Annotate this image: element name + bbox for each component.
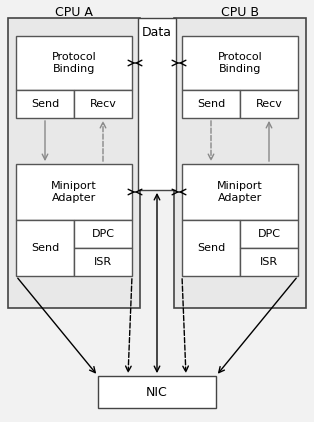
Text: DPC: DPC (257, 229, 280, 239)
Text: NIC: NIC (146, 386, 168, 398)
Bar (98, 376, 216, 408)
Text: Miniport
Adapter: Miniport Adapter (51, 181, 97, 203)
Text: Miniport
Adapter: Miniport Adapter (217, 181, 263, 203)
Bar (182, 164, 298, 220)
Bar (16, 164, 132, 220)
Text: Send: Send (31, 99, 59, 109)
Bar (8, 18, 140, 308)
Bar (16, 36, 132, 90)
Text: ISR: ISR (94, 257, 112, 267)
Bar (16, 90, 74, 118)
Text: Send: Send (31, 243, 59, 253)
Text: Data: Data (142, 25, 172, 38)
Text: CPU B: CPU B (221, 5, 259, 19)
Bar (138, 18, 176, 190)
Text: DPC: DPC (91, 229, 115, 239)
Bar (74, 220, 132, 248)
Bar (74, 90, 132, 118)
Bar (240, 248, 298, 276)
Bar (16, 220, 74, 276)
Text: Recv: Recv (89, 99, 116, 109)
Text: ISR: ISR (260, 257, 278, 267)
Text: Protocol
Binding: Protocol Binding (218, 52, 263, 74)
Bar (240, 90, 298, 118)
Bar (182, 220, 240, 276)
Bar (74, 248, 132, 276)
Text: Recv: Recv (256, 99, 282, 109)
Bar (182, 36, 298, 90)
Text: Protocol
Binding: Protocol Binding (51, 52, 96, 74)
Text: Send: Send (197, 243, 225, 253)
Bar (182, 90, 240, 118)
Bar (174, 18, 306, 308)
Bar (240, 220, 298, 248)
Text: Send: Send (197, 99, 225, 109)
Text: CPU A: CPU A (55, 5, 93, 19)
